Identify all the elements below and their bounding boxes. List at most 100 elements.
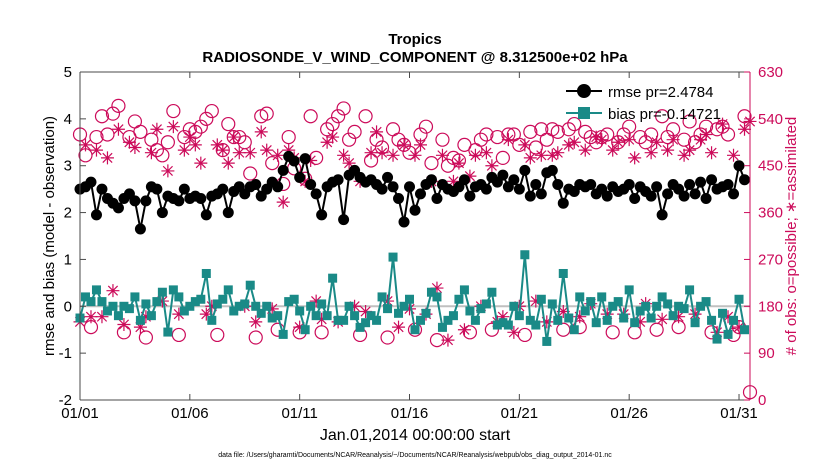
bias-point: [487, 287, 497, 297]
bias-point: [388, 252, 398, 262]
assimilated-count-marker: [452, 156, 466, 170]
possible-count-marker: [682, 114, 697, 129]
bias-point: [311, 311, 321, 321]
assimilated-count-marker: [573, 310, 587, 324]
rmse-point: [200, 209, 212, 221]
assimilated-count-marker: [468, 148, 482, 162]
bias-point: [152, 297, 162, 307]
x-tick-label: 01/31: [720, 405, 758, 422]
bias-point: [86, 297, 96, 307]
bias-point: [141, 299, 151, 309]
bias-point: [740, 325, 750, 335]
assimilated-count-marker: [392, 320, 406, 334]
assimilated-count-marker: [166, 120, 180, 134]
possible-count-marker: [616, 127, 631, 142]
bias-point: [207, 315, 217, 325]
bias-point: [734, 294, 744, 304]
rmse-point: [305, 178, 317, 190]
bias-point: [685, 285, 695, 295]
rmse-series-markers: [74, 150, 751, 235]
assimilated-count-marker: [403, 302, 417, 316]
possible-count-marker: [578, 124, 593, 139]
rmse-point: [310, 188, 322, 200]
rmse-point: [662, 188, 674, 200]
assimilated-count-marker: [133, 320, 147, 334]
y2-tick-label: 540: [758, 111, 783, 128]
bias-point: [602, 315, 612, 325]
rmse-point: [497, 169, 509, 181]
bias-point: [553, 315, 563, 325]
assimilated-count-marker: [683, 143, 697, 157]
possible-count-marker: [237, 135, 252, 150]
possible-count-marker: [259, 106, 274, 121]
y-tick-label: 3: [64, 158, 72, 175]
rmse-point: [129, 195, 141, 207]
possible-count-marker: [495, 150, 510, 166]
possible-count-marker: [424, 156, 439, 171]
bias-point: [262, 301, 272, 311]
bias-point: [663, 299, 673, 309]
possible-count-marker: [320, 122, 335, 137]
bias-point: [146, 311, 156, 321]
assimilated-count-marker: [534, 148, 548, 162]
bias-point: [174, 292, 184, 302]
rmse-point: [178, 183, 190, 195]
rmse-point: [728, 188, 740, 200]
rmse-point: [195, 193, 207, 205]
rmse-point: [90, 209, 102, 221]
rmse-point: [393, 193, 405, 205]
y-tick-label: -1: [59, 345, 72, 362]
bias-point: [503, 320, 513, 330]
assimilated-count-marker: [699, 127, 713, 141]
rmse-point: [398, 216, 410, 228]
bias-point: [333, 315, 343, 325]
x-axis-label: Jan.01,2014 00:00:00 start: [320, 427, 511, 444]
bias-point: [580, 306, 590, 316]
assimilated-count-marker: [633, 315, 647, 329]
possible-count-marker: [193, 119, 208, 134]
bias-point: [531, 320, 541, 330]
bias-point: [415, 315, 425, 325]
bias-point: [437, 322, 447, 332]
bias-point: [157, 287, 167, 297]
bias-point: [91, 285, 101, 295]
assimilated-count-marker: [293, 320, 307, 334]
rmse-point: [277, 164, 289, 176]
bias-point: [679, 304, 689, 314]
rmse-point: [519, 164, 531, 176]
bias-point: [498, 318, 508, 328]
assimilated-count-marker: [282, 143, 296, 157]
rmse-point: [458, 174, 470, 186]
possible-count-marker: [517, 327, 532, 343]
assimilated-count-marker: [650, 135, 664, 149]
rmse-point: [678, 190, 690, 202]
assimilated-count-marker: [677, 148, 691, 162]
assimilated-count-marker: [359, 304, 373, 318]
bias-point: [707, 315, 717, 325]
possible-count-marker: [199, 111, 214, 126]
rmse-point: [288, 155, 300, 167]
bias-point: [212, 299, 222, 309]
bias-point: [289, 294, 299, 304]
possible-count-marker: [660, 129, 675, 145]
assimilated-count-marker: [611, 135, 625, 149]
bias-point: [234, 301, 244, 311]
possible-count-marker: [649, 322, 664, 337]
assimilated-count-marker: [507, 325, 521, 339]
assimilated-count-marker: [172, 307, 186, 321]
rmse-point: [294, 171, 306, 183]
bias-point: [273, 311, 283, 321]
rmse-point: [706, 174, 718, 186]
y-tick-label: 2: [64, 205, 72, 222]
bias-point: [558, 268, 568, 278]
bias-point: [119, 301, 129, 311]
possible-count-marker: [490, 129, 505, 145]
assimilated-count-marker: [727, 148, 741, 162]
assimilated-count-marker: [276, 195, 290, 209]
bias-point: [251, 301, 261, 311]
rmse-point: [338, 214, 350, 226]
bias-point: [729, 315, 739, 325]
bias-point: [201, 268, 211, 278]
